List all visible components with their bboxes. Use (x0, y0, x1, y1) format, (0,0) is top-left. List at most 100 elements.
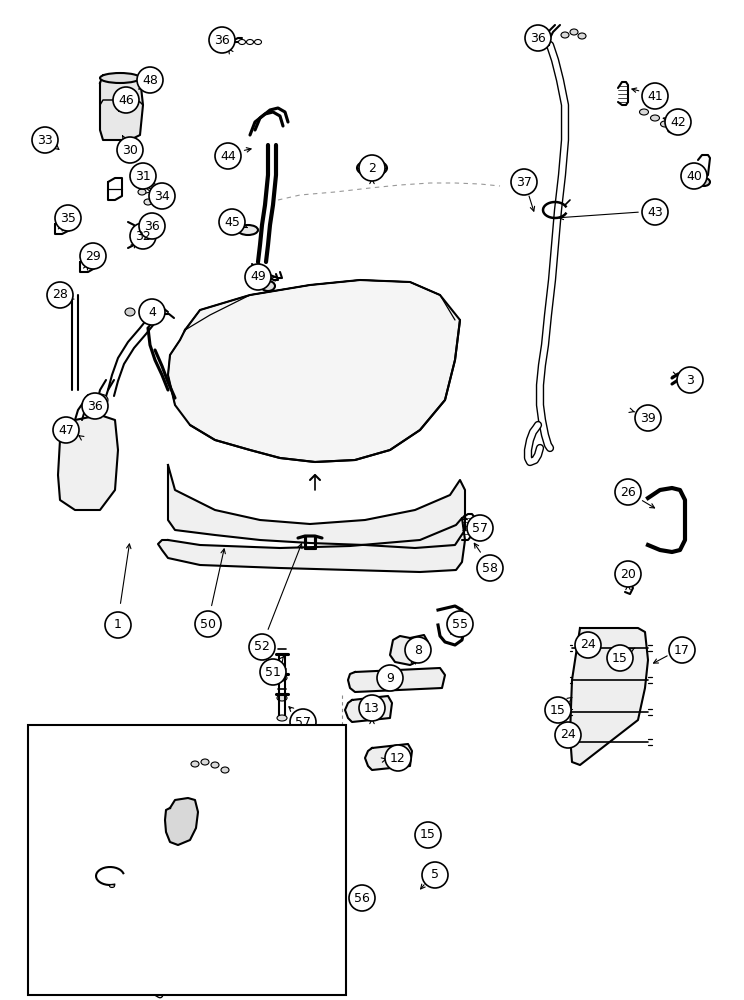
Text: 36: 36 (87, 399, 103, 412)
Circle shape (642, 199, 668, 225)
Circle shape (359, 695, 385, 721)
Text: 15: 15 (420, 828, 436, 842)
Ellipse shape (125, 308, 135, 316)
Ellipse shape (154, 193, 162, 199)
Text: 15: 15 (550, 704, 566, 716)
Ellipse shape (100, 73, 140, 83)
Ellipse shape (109, 884, 115, 888)
Circle shape (249, 634, 275, 660)
Text: 3: 3 (686, 373, 694, 386)
Ellipse shape (142, 230, 154, 238)
Text: 37: 37 (516, 176, 532, 188)
Circle shape (302, 745, 328, 771)
Circle shape (545, 697, 571, 723)
Circle shape (53, 417, 79, 443)
Polygon shape (165, 798, 198, 845)
Circle shape (137, 67, 163, 93)
Circle shape (615, 479, 641, 505)
Text: 17: 17 (674, 644, 690, 656)
Text: 50: 50 (200, 617, 216, 631)
Circle shape (555, 722, 581, 748)
Text: 30: 30 (122, 143, 138, 156)
Circle shape (447, 611, 473, 637)
Circle shape (681, 163, 707, 189)
Circle shape (89, 879, 115, 905)
Text: 35: 35 (60, 212, 76, 225)
Text: 39: 39 (640, 412, 656, 424)
Text: 34: 34 (154, 190, 170, 202)
Circle shape (139, 213, 165, 239)
Text: 12: 12 (390, 752, 406, 764)
Circle shape (575, 632, 601, 658)
Ellipse shape (357, 160, 387, 176)
Circle shape (677, 367, 703, 393)
Circle shape (105, 612, 131, 638)
Ellipse shape (661, 121, 670, 127)
Ellipse shape (650, 115, 659, 121)
Polygon shape (58, 415, 118, 510)
Circle shape (665, 109, 691, 135)
Circle shape (290, 709, 316, 735)
Text: 48: 48 (142, 74, 158, 87)
Circle shape (635, 405, 661, 431)
Text: 36: 36 (530, 31, 546, 44)
Ellipse shape (640, 109, 649, 115)
Ellipse shape (239, 39, 246, 44)
Polygon shape (158, 518, 465, 572)
Text: 58: 58 (307, 752, 323, 764)
Circle shape (130, 223, 156, 249)
Text: 31: 31 (135, 169, 151, 182)
Circle shape (642, 83, 668, 109)
Circle shape (117, 137, 143, 163)
Circle shape (55, 205, 81, 231)
Text: 9: 9 (386, 672, 394, 684)
Ellipse shape (570, 29, 578, 35)
Circle shape (209, 27, 235, 53)
Ellipse shape (221, 767, 229, 773)
Circle shape (245, 963, 271, 989)
Text: 44: 44 (220, 149, 236, 162)
Circle shape (169, 859, 195, 885)
Polygon shape (168, 280, 460, 462)
Circle shape (92, 809, 118, 835)
Circle shape (511, 169, 537, 195)
Circle shape (359, 155, 385, 181)
Ellipse shape (92, 394, 108, 406)
Text: 60: 60 (174, 865, 190, 879)
Circle shape (47, 282, 73, 308)
Circle shape (149, 183, 175, 209)
Circle shape (80, 243, 106, 269)
Text: 2: 2 (368, 161, 376, 174)
Circle shape (139, 299, 165, 325)
Text: 59: 59 (184, 836, 200, 848)
Text: 8: 8 (414, 644, 422, 656)
Ellipse shape (261, 281, 275, 291)
Ellipse shape (138, 189, 146, 195)
Ellipse shape (144, 199, 152, 205)
Text: 45: 45 (224, 216, 240, 229)
Circle shape (669, 637, 695, 663)
Text: 42: 42 (670, 115, 686, 128)
Circle shape (179, 829, 205, 855)
Circle shape (385, 745, 411, 771)
Circle shape (130, 163, 156, 189)
Text: 36: 36 (214, 33, 230, 46)
Polygon shape (345, 696, 392, 722)
Circle shape (415, 822, 441, 848)
Text: 55: 55 (452, 617, 468, 631)
Ellipse shape (148, 183, 156, 189)
Text: 41: 41 (647, 90, 663, 103)
Ellipse shape (561, 32, 569, 38)
Ellipse shape (238, 225, 258, 235)
Text: 56: 56 (354, 892, 370, 904)
Circle shape (467, 515, 493, 541)
Circle shape (477, 555, 503, 581)
Circle shape (215, 143, 241, 169)
Circle shape (32, 127, 58, 153)
Ellipse shape (211, 762, 219, 768)
Circle shape (422, 862, 448, 888)
Text: 1: 1 (114, 618, 122, 632)
Polygon shape (570, 628, 648, 765)
Text: 28: 28 (52, 288, 68, 302)
Text: 5: 5 (431, 868, 439, 882)
